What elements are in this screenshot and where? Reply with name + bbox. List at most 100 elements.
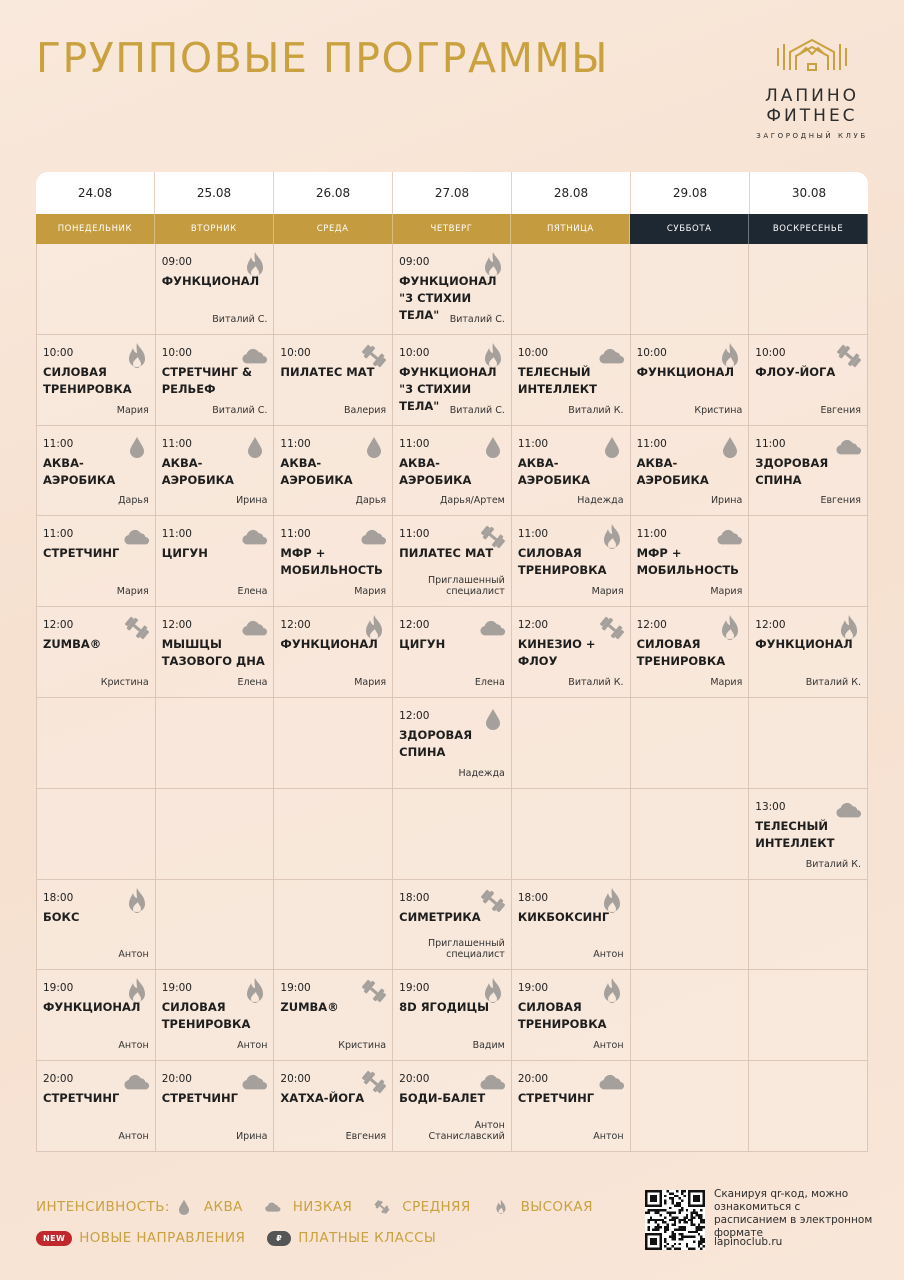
dumbbell-icon bbox=[480, 886, 506, 916]
class-cell[interactable]: 10:00 ФУНКЦИОНАЛ Кристина bbox=[630, 334, 750, 426]
class-cell[interactable]: 13:00 ТЕЛЕСНЫЙ ИНТЕЛЛЕКТ Виталий К. bbox=[749, 788, 868, 880]
empty-cell bbox=[274, 697, 394, 789]
class-cell[interactable]: 11:00 АКВА- АЭРОБИКА Дарья bbox=[37, 425, 156, 517]
class-coach: Антон bbox=[237, 1040, 268, 1052]
class-cell[interactable]: 09:00 ФУНКЦИОНАЛ Виталий С. bbox=[155, 244, 275, 335]
drop-icon bbox=[717, 432, 743, 462]
class-cell[interactable]: 20:00 СТРЕТЧИНГ Ирина bbox=[155, 1061, 275, 1152]
class-coach: Мария bbox=[710, 676, 743, 688]
empty-cell bbox=[274, 244, 394, 335]
class-name: ФУНКЦИОНАЛ bbox=[43, 1000, 141, 1015]
weekday-header: ПОНЕДЕЛЬНИК bbox=[36, 214, 155, 244]
class-time: 20:00 bbox=[43, 1073, 74, 1086]
drop-icon bbox=[124, 432, 150, 462]
class-cell[interactable]: 10:00 ФУНКЦИОНАЛ "3 СТИХИИ ТЕЛА" Виталий С… bbox=[393, 334, 512, 426]
class-cell[interactable]: 11:00 СИЛОВАЯ ТРЕНИРОВКА Мария bbox=[511, 516, 631, 608]
class-cell[interactable]: 10:00 ПИЛАТЕС МАТ Валерия bbox=[274, 334, 394, 426]
class-cell[interactable]: 12:00 МЫШЦЫ ТАЗОВОГО ДНА Елена bbox=[155, 607, 275, 698]
class-cell[interactable]: 20:00 СТРЕТЧИНГ Антон bbox=[511, 1061, 631, 1152]
class-coach: Елена bbox=[237, 586, 268, 598]
class-cell[interactable]: 18:00 КИКБОКСИНГ Антон bbox=[511, 879, 631, 971]
new-directions-label: НОВЫЕ НАПРАВЛЕНИЯ bbox=[79, 1230, 246, 1246]
class-time: 11:00 bbox=[399, 437, 430, 450]
class-name: ФЛОУ-ЙОГА bbox=[755, 364, 836, 379]
class-cell[interactable]: 11:00 МФР + МОБИЛЬНОСТЬ Мария bbox=[274, 516, 394, 608]
class-coach: Виталий С. bbox=[449, 313, 505, 325]
legend-medium: СРЕДНЯЯ bbox=[374, 1199, 470, 1215]
empty-cell bbox=[155, 697, 275, 789]
class-name: ЦИГУН bbox=[399, 637, 446, 652]
class-cell[interactable]: 12:00 ZUMBA® Кристина bbox=[37, 607, 156, 698]
class-cell[interactable]: 12:00 СИЛОВАЯ ТРЕНИРОВКА Мария bbox=[630, 607, 750, 698]
class-name: СИЛОВАЯ ТРЕНИРОВКА bbox=[636, 637, 726, 669]
class-cell[interactable]: 20:00 ХАТХА-ЙОГА Евгения bbox=[274, 1061, 394, 1152]
class-name: ФУНКЦИОНАЛ bbox=[280, 637, 378, 652]
class-cell[interactable]: 11:00 ПИЛАТЕС МАТ Приглашенный специалист bbox=[393, 516, 512, 608]
cloud-icon bbox=[242, 341, 268, 371]
schedule-grid: 09:00 ФУНКЦИОНАЛ Виталий С. 09:00 ФУНКЦИОНАЛ… bbox=[36, 244, 868, 1152]
dates-row: 24.08 25.08 26.08 27.08 28.08 29.08 30.08 bbox=[36, 172, 868, 214]
class-cell[interactable]: 19:00 8D ЯГОДИЦЫ Вадим bbox=[393, 970, 512, 1062]
house-dumbbell-logo-icon bbox=[777, 38, 847, 71]
date-header: 29.08 bbox=[631, 172, 750, 214]
logo-line-1: ЛАПИНО bbox=[764, 86, 860, 106]
class-cell[interactable]: 12:00 ФУНКЦИОНАЛ Виталий К. bbox=[749, 607, 868, 698]
class-time: 12:00 bbox=[161, 619, 192, 632]
qr-code-icon[interactable] bbox=[645, 1190, 705, 1250]
class-coach: Мария bbox=[354, 676, 387, 688]
cloud-icon bbox=[836, 795, 862, 825]
empty-cell bbox=[37, 788, 156, 880]
class-cell[interactable]: 11:00 АКВА- АЭРОБИКА Ирина bbox=[155, 425, 275, 517]
dumbbell-icon bbox=[836, 341, 862, 371]
class-time: 20:00 bbox=[161, 1073, 192, 1086]
class-cell[interactable]: 18:00 БОКС Антон bbox=[37, 879, 156, 971]
class-coach: Виталий К. bbox=[805, 858, 861, 870]
drop-icon bbox=[242, 432, 268, 462]
class-time: 20:00 bbox=[399, 1073, 430, 1086]
class-cell[interactable]: 20:00 СТРЕТЧИНГ Антон bbox=[37, 1061, 156, 1152]
class-cell[interactable]: 11:00 АКВА- АЭРОБИКА Ирина bbox=[630, 425, 750, 517]
class-cell[interactable]: 11:00 ЦИГУН Елена bbox=[155, 516, 275, 608]
class-time: 11:00 bbox=[755, 437, 786, 450]
class-name: ФУНКЦИОНАЛ bbox=[161, 274, 260, 288]
cloud-icon bbox=[599, 1067, 625, 1097]
class-cell[interactable]: 19:00 СИЛОВАЯ ТРЕНИРОВКА Антон bbox=[511, 970, 631, 1062]
site-url[interactable]: lapinoclub.ru bbox=[714, 1236, 783, 1248]
class-cell[interactable]: 11:00 АКВА- АЭРОБИКА Дарья/Артем bbox=[393, 425, 512, 517]
class-cell[interactable]: 12:00 ФУНКЦИОНАЛ Мария bbox=[274, 607, 394, 698]
empty-cell bbox=[749, 1061, 868, 1152]
class-name: СИЛОВАЯ ТРЕНИРОВКА bbox=[161, 1000, 251, 1032]
class-cell[interactable]: 12:00 ЦИГУН Елена bbox=[393, 607, 512, 698]
class-cell[interactable]: 18:00 СИМЕТРИКА Приглашенный специалист bbox=[393, 879, 512, 971]
class-name: ФУНКЦИОНАЛ "3 СТИХИИ ТЕЛА" bbox=[399, 364, 497, 413]
class-coach: Кристина bbox=[694, 404, 743, 416]
class-cell[interactable]: 12:00 ЗДОРОВАЯ СПИНА Надежда bbox=[393, 697, 512, 789]
class-cell[interactable]: 11:00 МФР + МОБИЛЬНОСТЬ Мария bbox=[630, 516, 750, 608]
class-cell[interactable]: 19:00 СИЛОВАЯ ТРЕНИРОВКА Антон bbox=[155, 970, 275, 1062]
class-time: 19:00 bbox=[280, 982, 311, 995]
class-name: БОДИ-БАЛЕТ bbox=[399, 1091, 486, 1106]
class-cell[interactable]: 11:00 ЗДОРОВАЯ СПИНА Евгения bbox=[749, 425, 868, 517]
class-time: 11:00 bbox=[161, 437, 192, 450]
class-cell[interactable]: 19:00 ZUMBA® Кристина bbox=[274, 970, 394, 1062]
class-cell[interactable]: 10:00 СТРЕТЧИНГ & РЕЛЬЕФ Виталий С. bbox=[155, 334, 275, 426]
class-cell[interactable]: 09:00 ФУНКЦИОНАЛ "3 СТИХИИ ТЕЛА" Виталий С… bbox=[393, 244, 512, 335]
class-cell[interactable]: 11:00 АКВА- АЭРОБИКА Дарья bbox=[274, 425, 394, 517]
cloud-icon bbox=[124, 1067, 150, 1097]
class-cell[interactable]: 10:00 ТЕЛЕСНЫЙ ИНТЕЛЛЕКТ Виталий К. bbox=[511, 334, 631, 426]
class-coach: Мария bbox=[116, 404, 149, 416]
class-cell[interactable]: 12:00 КИНЕЗИО + ФЛОУ Виталий К. bbox=[511, 607, 631, 698]
class-cell[interactable]: 11:00 СТРЕТЧИНГ Мария bbox=[37, 516, 156, 608]
class-time: 10:00 bbox=[161, 346, 192, 359]
flame-icon bbox=[242, 250, 268, 280]
class-time: 12:00 bbox=[399, 709, 430, 722]
empty-cell bbox=[511, 697, 631, 789]
class-cell[interactable]: 10:00 ФЛОУ-ЙОГА Евгения bbox=[749, 334, 868, 426]
flame-icon bbox=[124, 976, 150, 1006]
class-cell[interactable]: 11:00 АКВА- АЭРОБИКА Надежда bbox=[511, 425, 631, 517]
class-cell[interactable]: 20:00 БОДИ-БАЛЕТ Антон Станиславский bbox=[393, 1061, 512, 1152]
class-cell[interactable]: 19:00 ФУНКЦИОНАЛ Антон bbox=[37, 970, 156, 1062]
class-time: 12:00 bbox=[755, 619, 786, 632]
flame-icon bbox=[480, 341, 506, 371]
class-cell[interactable]: 10:00 СИЛОВАЯ ТРЕНИРОВКА Мария bbox=[37, 334, 156, 426]
